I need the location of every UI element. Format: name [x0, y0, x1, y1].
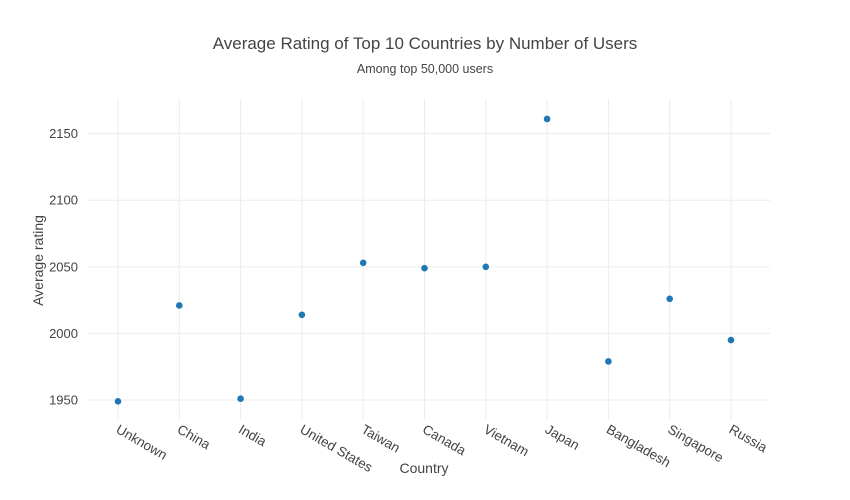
x-tick-label: Canada: [420, 422, 469, 459]
data-point[interactable]: [176, 302, 183, 309]
point-layer: [114, 115, 735, 405]
x-tick-label: Japan: [543, 422, 582, 453]
x-axis-title: Country: [399, 460, 448, 476]
grid-layer: [88, 99, 770, 420]
x-tick-label: China: [175, 422, 213, 453]
y-tick-label: 2150: [49, 126, 78, 141]
y-axis-title: Average rating: [30, 215, 46, 306]
data-point[interactable]: [543, 115, 551, 123]
y-tick-label: 2050: [49, 259, 78, 274]
data-point[interactable]: [114, 398, 122, 405]
chart-title: Average Rating of Top 10 Countries by Nu…: [212, 34, 638, 53]
x-tick-label: Bangladesh: [604, 422, 673, 471]
x-tick-label: Vietnam: [481, 422, 531, 460]
y-tick-label: 2000: [49, 326, 78, 341]
x-tick-label: Taiwan: [359, 422, 403, 456]
x-tick-label: Unknown: [114, 422, 170, 463]
y-tick-layer: 1950 2000 2050 2100 2150: [49, 126, 78, 407]
x-tick-label: Russia: [727, 422, 771, 456]
x-tick-label: India: [236, 422, 269, 450]
data-point[interactable]: [298, 311, 306, 319]
data-point[interactable]: [237, 395, 244, 402]
y-tick-label: 2100: [49, 193, 78, 208]
data-point[interactable]: [482, 263, 490, 271]
data-point[interactable]: [666, 295, 673, 303]
y-tick-label: 1950: [49, 393, 78, 408]
chart-subtitle: Among top 50,000 users: [356, 62, 494, 76]
x-tick-label: Singapore: [665, 422, 726, 466]
data-point[interactable]: [605, 358, 612, 365]
data-point[interactable]: [727, 336, 735, 344]
data-point[interactable]: [359, 259, 367, 267]
data-point[interactable]: [421, 264, 428, 272]
